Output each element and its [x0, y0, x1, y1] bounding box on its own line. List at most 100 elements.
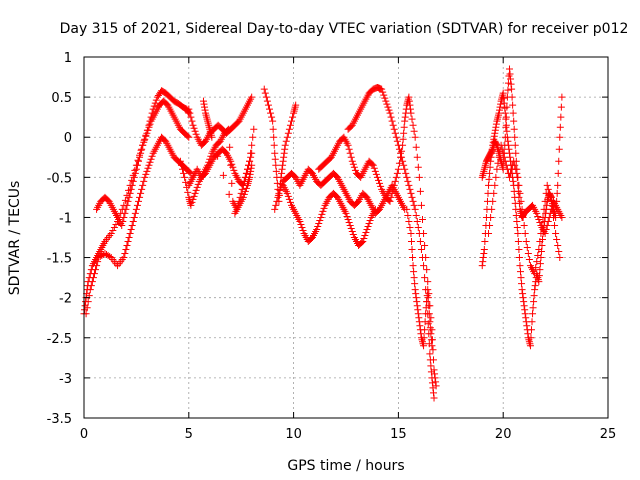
data-point — [248, 161, 256, 169]
data-point — [248, 141, 256, 149]
data-point — [121, 250, 129, 258]
data-point — [546, 193, 554, 201]
data-point — [535, 278, 543, 286]
data-point — [284, 129, 292, 137]
data-point — [348, 227, 356, 235]
data-point — [381, 94, 389, 102]
data-point — [131, 209, 139, 217]
data-point — [127, 185, 135, 193]
data-point — [498, 145, 506, 153]
data-point — [524, 330, 532, 338]
data-point — [517, 274, 525, 282]
data-point — [496, 103, 504, 111]
data-point — [544, 185, 552, 193]
data-point — [388, 117, 396, 125]
data-point — [121, 209, 129, 217]
data-point — [87, 282, 95, 290]
data-point — [535, 246, 543, 254]
data-point — [557, 113, 565, 121]
data-point — [228, 160, 236, 168]
data-point — [180, 169, 188, 177]
data-point — [534, 252, 542, 260]
data-point — [346, 221, 354, 229]
data-point — [427, 330, 435, 338]
data-point — [141, 135, 149, 143]
data-point — [296, 217, 304, 225]
data-point — [506, 70, 514, 78]
data-point — [487, 213, 495, 221]
data-point — [430, 394, 438, 402]
data-point — [130, 173, 138, 181]
data-point — [406, 223, 414, 231]
data-point — [408, 238, 415, 246]
x-tick-label: 5 — [185, 427, 193, 442]
data-point — [411, 133, 419, 141]
data-point — [208, 133, 216, 141]
data-point — [109, 226, 117, 234]
data-point — [193, 183, 201, 191]
data-point — [395, 159, 403, 167]
data-point — [423, 266, 431, 274]
data-point — [126, 229, 134, 237]
data-point — [137, 149, 145, 157]
data-point — [420, 334, 428, 342]
data-point — [417, 246, 425, 254]
data-point — [264, 101, 272, 109]
data-point — [518, 280, 526, 288]
data-point — [479, 254, 487, 262]
data-point — [128, 181, 136, 189]
data-point — [86, 286, 94, 294]
data-point — [430, 389, 438, 397]
data-point — [184, 108, 192, 116]
data-point — [263, 97, 271, 105]
data-point — [199, 97, 207, 105]
data-point — [503, 127, 511, 135]
data-point — [228, 179, 236, 187]
data-point — [541, 197, 549, 205]
data-point — [410, 201, 418, 209]
data-point — [503, 103, 511, 111]
data-point — [133, 201, 141, 209]
data-point — [226, 143, 234, 151]
data-point — [279, 161, 287, 169]
data-point — [360, 235, 368, 243]
data-point — [556, 123, 564, 131]
data-point — [531, 270, 539, 278]
data-point — [313, 225, 321, 233]
data-point — [412, 211, 420, 219]
data-point — [404, 177, 412, 185]
data-point — [318, 210, 326, 218]
data-point — [283, 133, 291, 141]
data-point — [394, 165, 402, 173]
data-point — [192, 186, 200, 194]
data-point — [416, 322, 424, 330]
data-point — [391, 177, 399, 185]
data-point — [396, 153, 404, 161]
data-point — [529, 304, 537, 312]
data-point — [405, 97, 413, 105]
data-point — [364, 222, 372, 230]
data-point — [417, 330, 425, 338]
data-point — [385, 106, 393, 114]
data-point — [558, 213, 566, 221]
data-point — [388, 189, 396, 197]
data-point — [531, 286, 539, 294]
data-point — [242, 169, 250, 177]
data-point — [242, 184, 250, 192]
data-point — [273, 197, 281, 205]
data-point — [237, 189, 245, 197]
data-point — [413, 302, 421, 310]
data-point — [184, 188, 192, 196]
data-point — [399, 141, 407, 149]
data-point — [145, 123, 153, 131]
data-point — [426, 350, 434, 358]
data-point — [282, 137, 290, 145]
data-point — [147, 155, 155, 163]
data-point — [513, 223, 521, 231]
data-point — [128, 221, 136, 229]
data-point — [501, 157, 509, 165]
data-point — [194, 180, 202, 188]
data-point — [515, 193, 523, 201]
data-point — [410, 268, 418, 276]
